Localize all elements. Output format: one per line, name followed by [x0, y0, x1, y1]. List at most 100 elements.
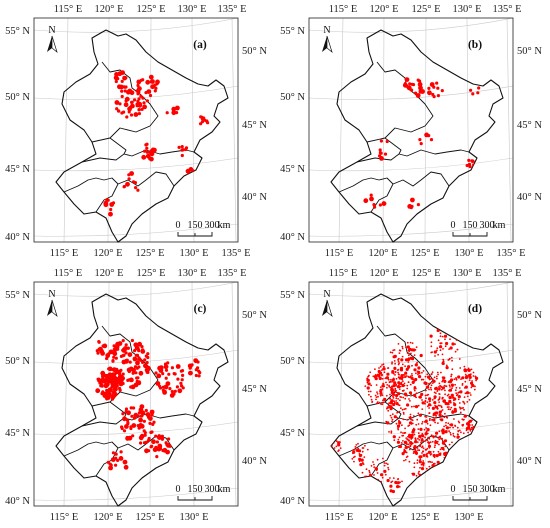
fire-point: [427, 403, 432, 407]
fire-point: [360, 454, 363, 456]
fire-point: [133, 112, 139, 117]
fire-point: [441, 353, 444, 356]
region-boundaries: [330, 29, 504, 243]
fire-point: [366, 377, 369, 380]
fire-point: [477, 423, 480, 425]
fire-point: [436, 390, 439, 392]
parallel-line: [308, 421, 514, 436]
fire-point: [465, 391, 470, 395]
fire-point: [394, 480, 398, 485]
fire-point: [360, 459, 363, 462]
north-arrow-icon: N: [47, 289, 58, 317]
fire-point: [376, 393, 379, 395]
fire-point: [443, 416, 446, 419]
fire-point: [379, 139, 383, 143]
fire-point: [139, 433, 145, 439]
longitude-label-bottom: 115° E: [50, 248, 79, 259]
fire-point: [381, 476, 384, 479]
fire-point: [407, 354, 410, 357]
fire-point: [401, 452, 405, 456]
fire-point: [437, 353, 439, 356]
fire-point: [170, 389, 174, 394]
fire-point: [428, 388, 430, 391]
fire-point: [463, 401, 465, 404]
fire-point: [363, 456, 366, 458]
fire-point: [105, 392, 110, 398]
fire-point: [386, 386, 388, 389]
fire-point: [441, 376, 444, 379]
fire-point: [392, 372, 395, 375]
fire-point: [471, 424, 474, 426]
fire-point: [180, 153, 184, 158]
fire-point: [364, 385, 367, 387]
fire-point: [476, 91, 480, 95]
parallel-line: [308, 349, 514, 364]
fire-point: [137, 112, 141, 116]
fire-point: [405, 346, 407, 348]
fire-point: [133, 382, 139, 388]
fire-point: [141, 78, 145, 82]
fire-point: [188, 175, 193, 179]
fire-point: [453, 407, 457, 411]
fire-point: [445, 421, 447, 424]
fire-point: [383, 365, 385, 368]
fire-point: [445, 426, 449, 430]
fire-point: [386, 478, 390, 483]
fire-point: [139, 423, 145, 429]
fire-point: [338, 449, 340, 451]
meridian-line: [191, 281, 195, 507]
fire-point: [366, 480, 368, 483]
parallel-line: [33, 487, 239, 501]
fire-point: [352, 449, 355, 451]
fire-point: [445, 364, 448, 367]
fire-point: [458, 429, 461, 432]
fire-point: [425, 419, 428, 422]
fire-point: [151, 439, 156, 445]
fire-point: [404, 431, 407, 434]
fire-point: [439, 345, 443, 349]
fire-point: [353, 460, 355, 463]
meridian-line: [382, 17, 385, 243]
fire-point: [434, 414, 436, 416]
fire-point: [446, 394, 449, 397]
fire-point: [171, 110, 177, 116]
fire-point: [412, 452, 415, 454]
fire-point: [434, 440, 437, 442]
longitude-label-bottom: 130° E: [455, 248, 484, 259]
fire-point: [378, 367, 380, 369]
fire-point: [478, 427, 482, 431]
fire-point: [407, 443, 410, 446]
fire-point: [383, 152, 388, 156]
fire-point: [468, 399, 471, 401]
fire-point: [464, 392, 467, 395]
fire-point: [416, 203, 420, 207]
fire-point: [431, 470, 433, 473]
fire-point: [452, 399, 455, 402]
fire-point: [452, 426, 454, 429]
fire-point: [407, 365, 411, 369]
fire-point: [406, 345, 410, 349]
fire-point: [383, 371, 386, 374]
fire-point: [441, 415, 444, 417]
fire-point: [457, 375, 460, 378]
fire-point: [428, 446, 431, 449]
fire-point: [414, 349, 417, 351]
fire-point: [405, 375, 408, 377]
meridian-line: [191, 17, 195, 243]
fire-point: [469, 443, 471, 445]
fire-point: [398, 386, 401, 388]
fire-point: [124, 424, 129, 429]
fire-point: [127, 435, 133, 441]
fire-point: [448, 348, 450, 350]
north-label: N: [323, 25, 330, 36]
fire-point: [481, 433, 483, 436]
fire-point: [405, 456, 408, 458]
fire-point: [367, 383, 370, 386]
fire-point: [146, 355, 150, 360]
fire-point: [426, 439, 429, 442]
fire-point: [137, 90, 141, 94]
fire-point: [134, 353, 138, 357]
fire-point: [368, 469, 371, 472]
fire-point: [474, 375, 477, 378]
fire-point: [438, 413, 442, 417]
